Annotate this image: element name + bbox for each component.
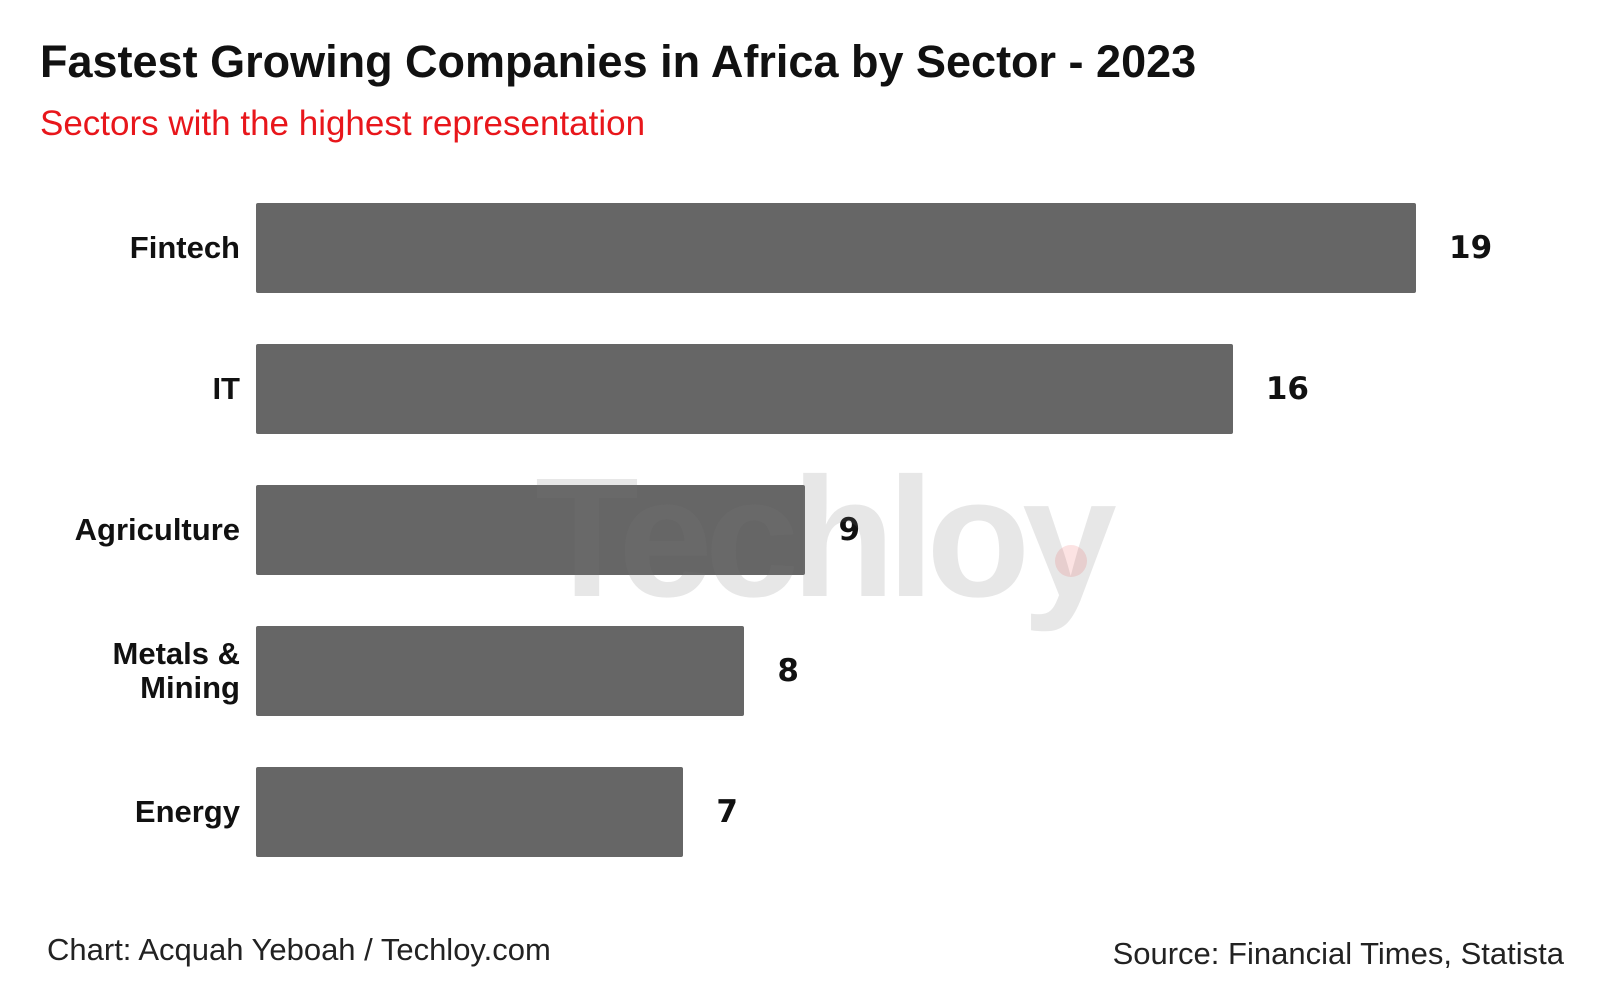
value-label: 8 [777,653,799,689]
value-label: 19 [1449,230,1493,266]
category-label: IT [212,371,240,406]
category-label: Fintech [129,230,240,265]
bar [256,485,806,575]
credit: Chart: Acquah Yeboah / Techloy.com [47,932,551,967]
bar [256,626,745,716]
watermark: Techloy [535,443,1117,633]
value-label: 16 [1265,371,1309,407]
category-label: Agriculture [74,512,240,547]
value-label: 7 [716,794,738,830]
chart-title: Fastest Growing Companies in Africa by S… [40,36,1197,87]
bar [256,767,684,857]
watermark-dot [1055,545,1087,577]
category-label: Metals & Mining [112,636,240,705]
value-label: 9 [838,512,861,548]
chart-subtitle: Sectors with the highest representation [40,104,646,143]
bar [256,203,1416,293]
category-label: Energy [134,794,240,829]
source: Source: Financial Times, Statista [1112,936,1564,971]
bar [256,344,1233,434]
